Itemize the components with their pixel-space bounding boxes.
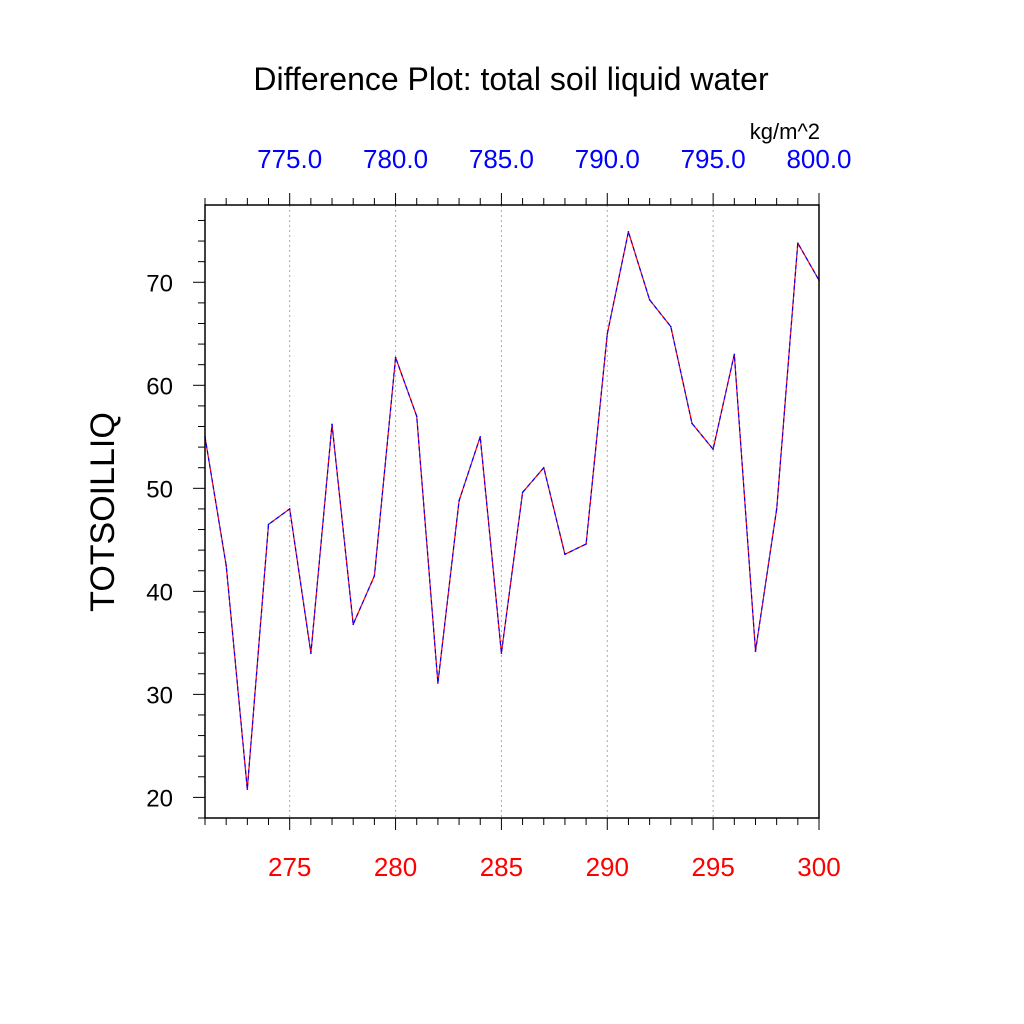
- data-point: [775, 508, 778, 510]
- bottom-tick-label: 300: [797, 852, 840, 882]
- data-point: [606, 332, 609, 335]
- y-tick-label: 30: [146, 682, 173, 709]
- top-tick-label: 780.0: [363, 144, 428, 174]
- data-point: [669, 325, 672, 328]
- y-tick-label: 20: [146, 785, 173, 812]
- top-tick-label: 790.0: [575, 144, 640, 174]
- data-point: [797, 242, 799, 244]
- data-series: [204, 230, 820, 790]
- data-point: [521, 491, 524, 494]
- data-point: [627, 230, 630, 233]
- data-point: [394, 356, 397, 359]
- data-point: [267, 523, 270, 526]
- data-point: [415, 415, 418, 418]
- y-tick-label: 60: [146, 373, 173, 400]
- data-point: [458, 499, 460, 502]
- top-tick-label: 775.0: [257, 144, 322, 174]
- data-point: [564, 553, 566, 556]
- data-point: [585, 543, 587, 545]
- y-tick-label: 50: [146, 476, 173, 503]
- data-point: [542, 466, 545, 469]
- data-point: [225, 564, 227, 567]
- units-label: kg/m^2: [750, 119, 820, 144]
- top-axis-labels: 775.0 780.0 785.0 790.0 795.0 800.0: [257, 144, 851, 174]
- top-tick-label: 795.0: [681, 144, 746, 174]
- data-point: [691, 422, 693, 425]
- bottom-axis-labels: 275 280 285 290 295 300: [268, 852, 841, 882]
- bottom-tick-label: 285: [480, 852, 523, 882]
- data-point: [310, 652, 312, 654]
- data-point: [479, 436, 482, 438]
- data-point: [733, 353, 736, 356]
- y-tick-label: 70: [146, 270, 173, 297]
- data-point: [352, 623, 355, 626]
- data-point: [437, 682, 439, 684]
- data-point: [754, 650, 757, 652]
- data-point: [373, 575, 376, 577]
- y-tick-label: 40: [146, 579, 173, 606]
- data-point: [246, 788, 249, 790]
- data-point: [331, 423, 333, 426]
- data-point: [500, 652, 503, 654]
- bottom-tick-label: 295: [691, 852, 734, 882]
- series-line-red: [204, 231, 820, 790]
- data-point: [288, 508, 291, 510]
- top-tick-label: 785.0: [469, 144, 534, 174]
- bottom-tick-label: 275: [268, 852, 311, 882]
- y-axis-label: TOTSOILLIQ: [84, 412, 122, 612]
- axis-ticks: [193, 193, 820, 830]
- bottom-tick-label: 280: [374, 852, 417, 882]
- data-point: [712, 448, 714, 450]
- bottom-tick-label: 290: [586, 852, 629, 882]
- plot-frame: [204, 204, 820, 819]
- top-tick-label: 800.0: [786, 144, 851, 174]
- series-line-blue: [204, 231, 820, 790]
- y-axis-labels: 20 30 40 50 60 70: [146, 270, 173, 812]
- chart-title: Difference Plot: total soil liquid water: [253, 61, 769, 97]
- data-point: [648, 298, 651, 301]
- grid-lines: [289, 205, 714, 818]
